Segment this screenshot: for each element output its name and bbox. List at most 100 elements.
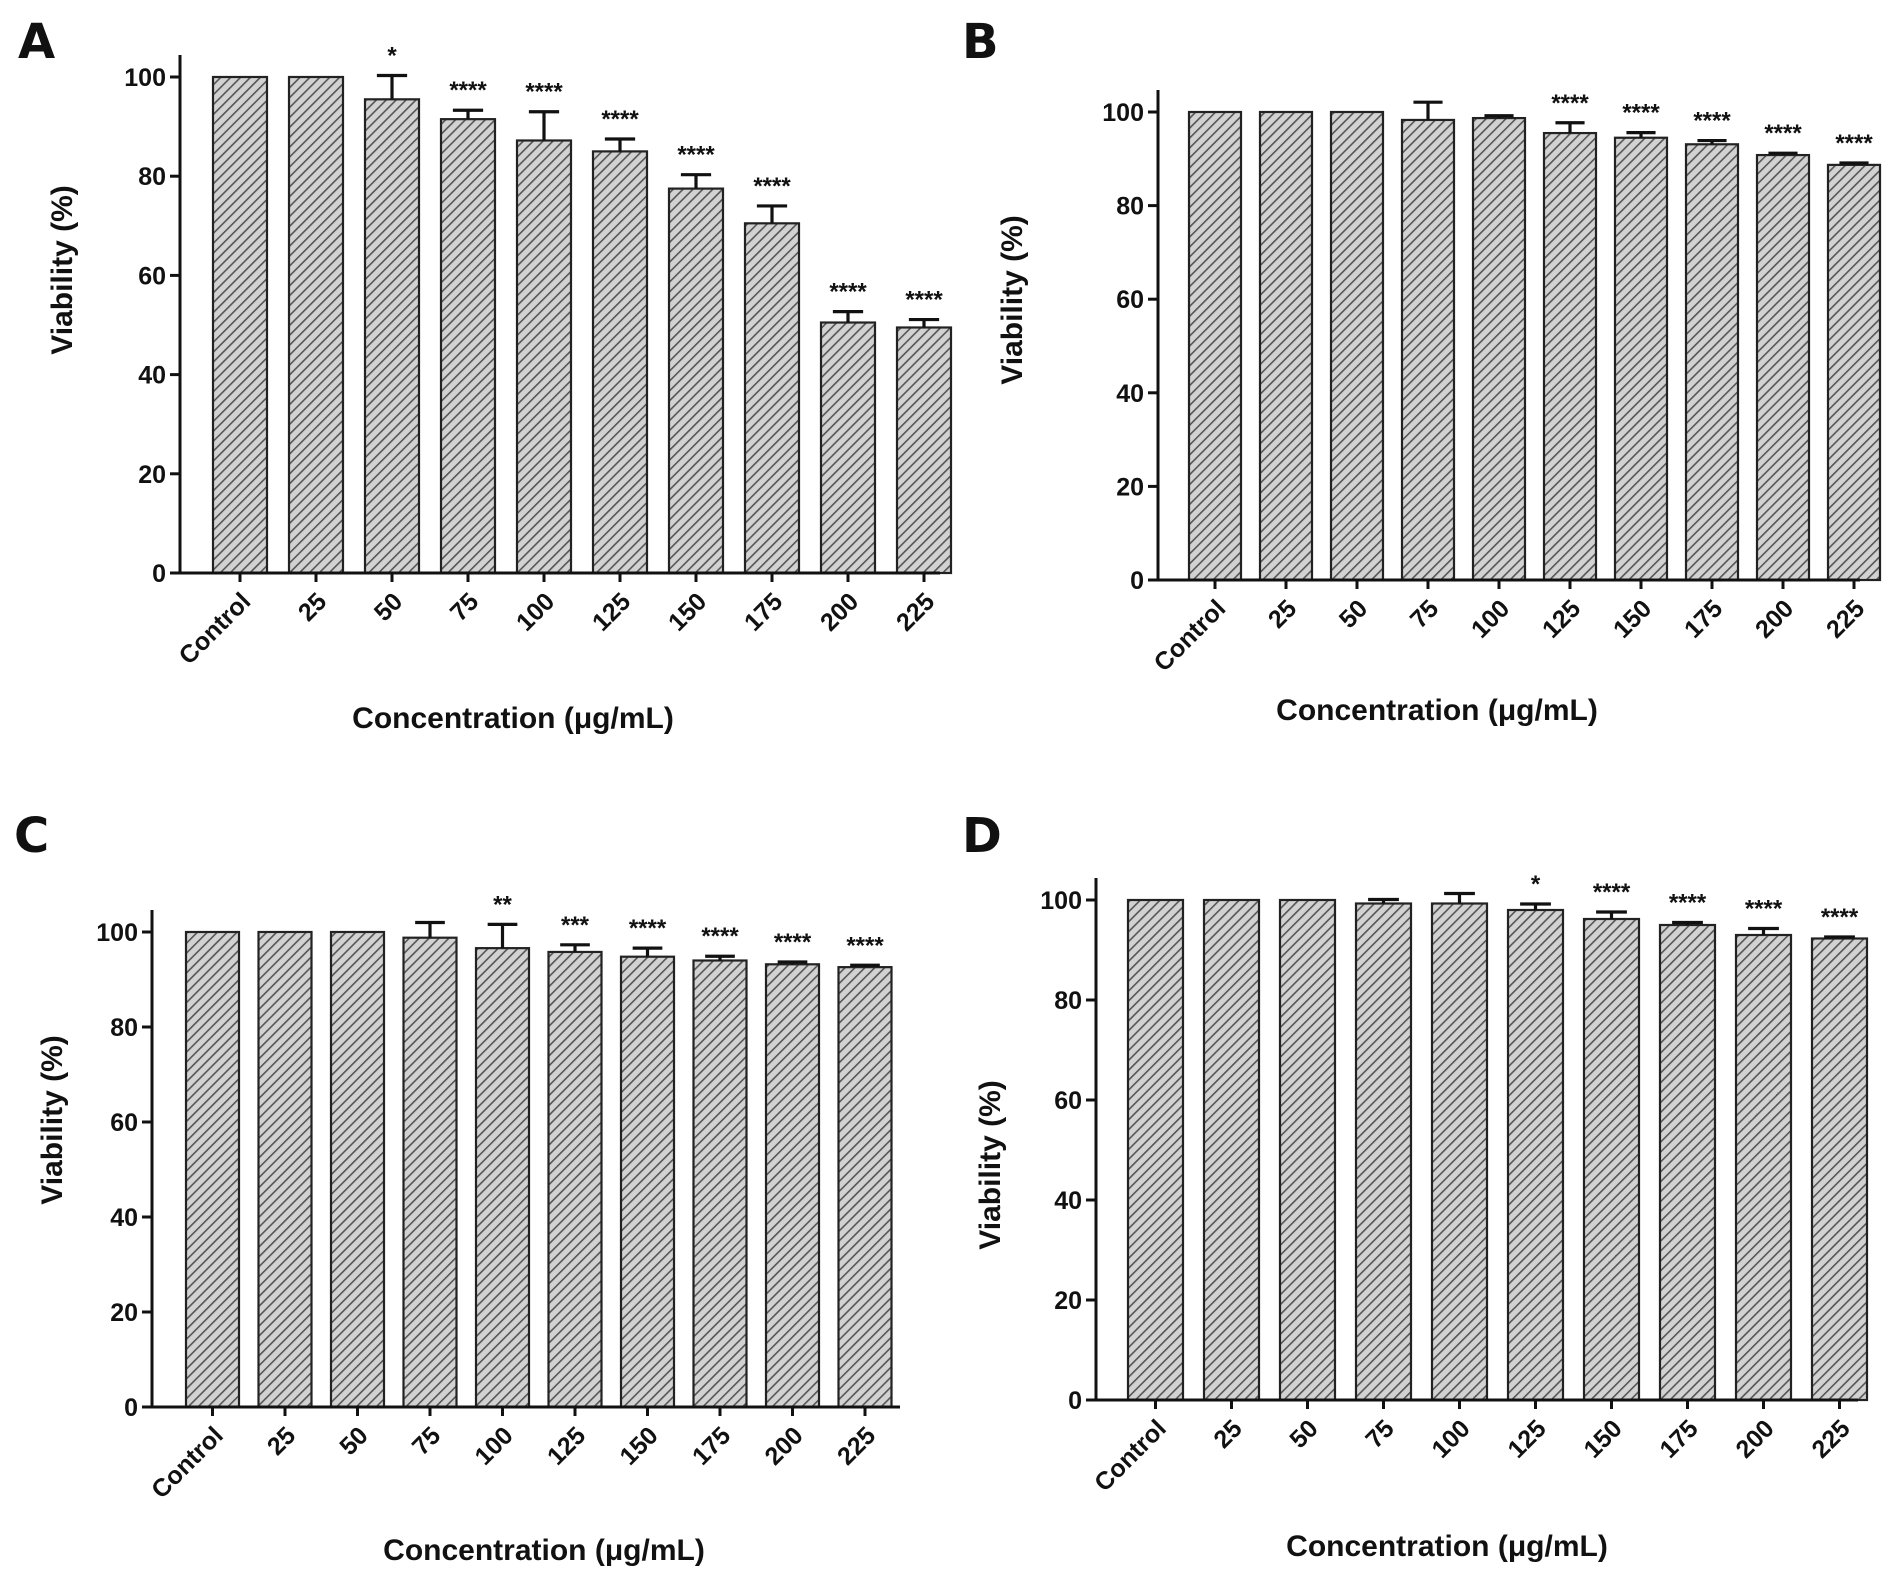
bar bbox=[895, 326, 953, 575]
x-tick-label: 125 bbox=[542, 1421, 591, 1470]
significance-label: *** bbox=[561, 912, 590, 939]
x-tick-label: 25 bbox=[293, 587, 333, 627]
significance-label: **** bbox=[1669, 890, 1707, 917]
bar bbox=[211, 75, 269, 575]
x-tick-label: 225 bbox=[1806, 1414, 1855, 1463]
y-tick-label: 80 bbox=[110, 1014, 138, 1042]
x-tick-label: 25 bbox=[1208, 1414, 1248, 1454]
y-tick-label: 60 bbox=[1116, 286, 1144, 314]
bar bbox=[257, 930, 313, 1409]
panel-c: C Control 25 50 75 ** 100 *** 125 **** 150 **** 175… bbox=[14, 808, 900, 1567]
x-tick-label: 75 bbox=[1405, 594, 1445, 634]
x-tick-label: 225 bbox=[832, 1421, 881, 1470]
x-axis-title: Concentration (μg/mL) bbox=[1276, 694, 1598, 727]
panel-d: D Control 25 50 75 100 * 125 **** 150 **** 175 ****… bbox=[962, 808, 1869, 1563]
x-tick-label: 50 bbox=[1334, 594, 1373, 633]
bar bbox=[837, 966, 893, 1409]
y-tick-label: 20 bbox=[1116, 473, 1144, 501]
x-tick-label: 200 bbox=[759, 1421, 808, 1470]
bar bbox=[1258, 110, 1314, 582]
x-tick-label: 75 bbox=[445, 587, 485, 627]
y-tick-label: 20 bbox=[1054, 1287, 1082, 1315]
bar bbox=[547, 950, 603, 1409]
significance-label: **** bbox=[1622, 100, 1660, 127]
bar bbox=[1582, 917, 1641, 1402]
panel-label: D bbox=[962, 808, 1002, 864]
bar bbox=[1684, 143, 1740, 582]
y-tick-label: 40 bbox=[1054, 1187, 1082, 1215]
significance-label: **** bbox=[1693, 108, 1731, 135]
bar bbox=[287, 75, 345, 575]
y-tick-label: 40 bbox=[138, 362, 166, 390]
panel-label: B bbox=[962, 14, 999, 70]
bar bbox=[1613, 136, 1669, 582]
significance-label: **** bbox=[701, 923, 739, 950]
y-axis-title: Viability (%) bbox=[996, 215, 1029, 384]
bar bbox=[1826, 163, 1882, 582]
bar bbox=[515, 139, 573, 575]
x-tick-label: Control bbox=[1089, 1414, 1172, 1497]
significance-label: **** bbox=[525, 79, 563, 106]
x-tick-label: 225 bbox=[1821, 594, 1870, 643]
y-tick-label: 0 bbox=[152, 560, 166, 588]
x-tick-label: 50 bbox=[1284, 1414, 1323, 1453]
significance-label: **** bbox=[677, 142, 715, 169]
y-tick-label: 0 bbox=[124, 1394, 138, 1422]
significance-label: **** bbox=[829, 279, 867, 306]
significance-label: **** bbox=[774, 929, 812, 956]
significance-label: **** bbox=[1764, 120, 1802, 147]
y-tick-label: 0 bbox=[1130, 567, 1144, 595]
bar bbox=[1187, 110, 1243, 582]
x-tick-label: 100 bbox=[1466, 594, 1515, 643]
x-tick-label: 150 bbox=[1578, 1414, 1627, 1463]
bar bbox=[1755, 153, 1811, 582]
x-tick-label: 125 bbox=[1502, 1414, 1551, 1463]
y-axis-title: Viability (%) bbox=[46, 185, 79, 354]
x-tick-label: 75 bbox=[407, 1421, 447, 1461]
x-tick-label: 100 bbox=[469, 1421, 518, 1470]
significance-label: **** bbox=[601, 106, 639, 133]
significance-label: ** bbox=[493, 891, 512, 918]
bar bbox=[1734, 933, 1793, 1402]
bar bbox=[1329, 110, 1385, 582]
bar bbox=[619, 955, 676, 1409]
y-tick-label: 100 bbox=[124, 64, 166, 92]
x-tick-label: 25 bbox=[1263, 594, 1303, 634]
bar bbox=[402, 936, 458, 1409]
x-axis-title: Concentration (μg/mL) bbox=[352, 702, 674, 735]
bar bbox=[1506, 908, 1565, 1402]
y-tick-label: 60 bbox=[1054, 1087, 1082, 1115]
x-tick-label: 200 bbox=[1750, 594, 1799, 643]
bar bbox=[743, 222, 801, 575]
x-tick-label: 125 bbox=[1537, 594, 1586, 643]
y-tick-label: 80 bbox=[138, 163, 166, 191]
significance-label: **** bbox=[1551, 90, 1589, 117]
y-tick-label: 100 bbox=[1040, 887, 1082, 915]
bar bbox=[667, 187, 725, 575]
y-tick-label: 0 bbox=[1068, 1387, 1082, 1415]
x-tick-label: 150 bbox=[1608, 594, 1657, 643]
panel-label: A bbox=[18, 14, 55, 70]
significance-label: **** bbox=[629, 915, 667, 942]
panel-b: B Control 25 50 75 100 **** 125 **** 150 **** 175 *… bbox=[962, 14, 1882, 727]
x-tick-label: 175 bbox=[1654, 1414, 1703, 1463]
x-tick-label: Control bbox=[1149, 594, 1232, 677]
significance-label: **** bbox=[905, 287, 943, 314]
y-tick-label: 100 bbox=[1102, 99, 1144, 127]
x-tick-label: 50 bbox=[334, 1421, 373, 1460]
y-axis-title: Viability (%) bbox=[36, 1035, 69, 1204]
significance-label: **** bbox=[846, 932, 884, 959]
bar bbox=[1430, 902, 1489, 1402]
y-tick-label: 80 bbox=[1054, 987, 1082, 1015]
x-axis-title: Concentration (μg/mL) bbox=[383, 1534, 705, 1567]
y-tick-label: 60 bbox=[138, 262, 166, 290]
bar bbox=[692, 959, 748, 1409]
bar bbox=[363, 98, 421, 575]
x-tick-label: 75 bbox=[1360, 1414, 1400, 1454]
x-tick-label: Control bbox=[174, 587, 257, 670]
bar bbox=[1354, 902, 1413, 1402]
y-tick-label: 60 bbox=[110, 1109, 138, 1137]
significance-label: **** bbox=[753, 173, 791, 200]
bar bbox=[591, 150, 649, 575]
